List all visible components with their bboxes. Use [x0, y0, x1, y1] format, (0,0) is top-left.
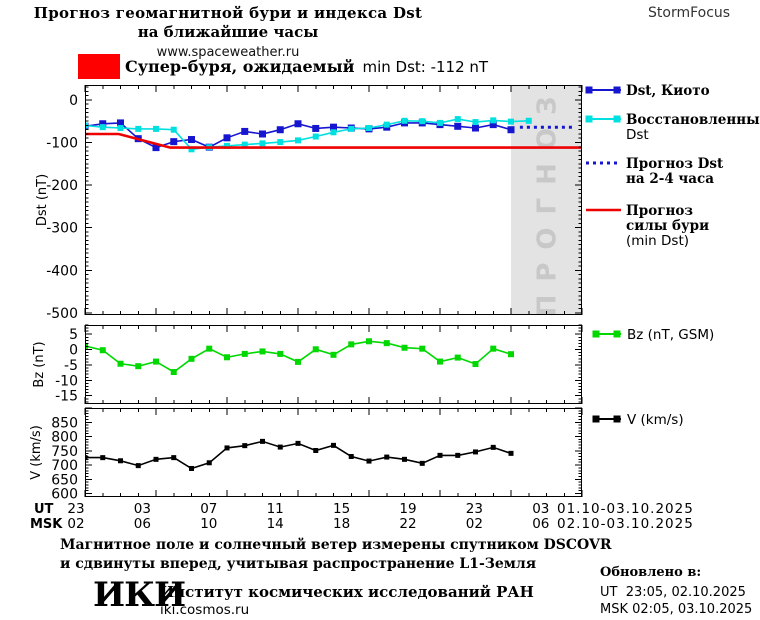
msk-row-label: MSK: [30, 517, 63, 532]
ut-row-label: UT: [34, 502, 54, 517]
ut-hour-label: 19: [399, 501, 416, 517]
updated-msk: MSK 02:05, 03.10.2025: [600, 602, 753, 617]
legend-label: силы бури: [626, 218, 709, 234]
institute-name: Институт космических исследований РАН: [160, 583, 534, 601]
msk-date-range: 02.10-03.10.2025: [557, 516, 694, 532]
updated-label: Обновлено в:: [600, 565, 702, 580]
legend-label: Dst, Киото: [626, 83, 710, 99]
legend-label: (min Dst): [626, 233, 689, 249]
ut-hour-label: 15: [333, 501, 350, 517]
dst-chart-panel: ПРОГНОЗ 0 -100 -200 -300 -400 -500 Dst (nT): [35, 84, 583, 322]
legend-label: V (km/s): [627, 412, 684, 428]
website-text: www.spaceweather.ru: [156, 45, 300, 60]
dst-ytick-label: -300: [46, 221, 78, 237]
legend-label: на 2-4 часа: [626, 171, 714, 187]
bz-ytick-label: -15: [55, 389, 78, 405]
iki-logo: ИКИ: [93, 575, 186, 615]
legend-label: Прогноз Dst: [626, 156, 724, 172]
v-ytick-label: 700: [51, 458, 78, 474]
dst-ytick-label: -100: [46, 136, 78, 152]
bz-chart-panel: 50-5-10-15 Bz (nT): [32, 324, 583, 405]
msk-hour-label: 22: [399, 516, 416, 532]
legend-label: Bz (nT, GSM): [627, 327, 714, 343]
msk-hour-label: 06: [532, 516, 549, 532]
forecast-region: [511, 86, 581, 314]
storm-alert-banner: Супер-буря, ожидаемый min Dst: -112 nT: [78, 53, 488, 80]
msk-hour-label: 06: [134, 516, 151, 532]
bz-axis-label: Bz (nT): [32, 341, 47, 387]
dst-ytick-label: -200: [46, 178, 78, 194]
v-ytick-label: 600: [51, 487, 78, 503]
footnote-line2: и сдвинуты вперед, учитывая распростране…: [60, 556, 537, 572]
bz-ytick-label: 5: [69, 327, 78, 343]
msk-hour-label: 02: [466, 516, 483, 532]
forecast-watermark: ПРОГНОЗ: [533, 84, 563, 317]
ut-date-range: 01.10-03.10.2025: [557, 501, 694, 517]
dst-ytick-label: -500: [46, 306, 78, 322]
storm-level-swatch: [78, 54, 120, 79]
v-ytick-label: 850: [51, 415, 78, 431]
bz-ytick-label: -5: [64, 358, 78, 374]
msk-hour-label: 14: [267, 516, 284, 532]
ut-hour-label: 07: [200, 501, 217, 517]
legend-entry-bz-0: Bz (nT, GSM): [592, 327, 714, 343]
footnote-line1: Магнитное поле и солнечный ветер измерен…: [60, 537, 612, 553]
brand-label: StormFocus: [648, 5, 731, 21]
legend-label: Восстановленный: [626, 112, 760, 128]
ut-hour-label: 03: [134, 501, 151, 517]
msk-hour-label: 02: [67, 516, 84, 532]
msk-hour-label: 18: [333, 516, 350, 532]
dst-ytick-label: 0: [69, 93, 78, 109]
ut-hour-label: 23: [67, 501, 84, 517]
v-axis-label: V (km/s): [29, 425, 44, 480]
msk-hour-label: 10: [200, 516, 217, 532]
page-subtitle: на ближайшие часы: [137, 23, 319, 41]
storm-alert-text: Супер-буря, ожидаемый: [125, 57, 355, 76]
dst-ytick-label: -400: [46, 263, 78, 279]
legend-entry-v-0: V (km/s): [592, 412, 684, 428]
updated-ut: UT 23:05, 02.10.2025: [600, 585, 746, 600]
legend-entry-dst-0: Dst, Киото: [585, 83, 710, 99]
page-title: Прогноз геомагнитной бури и индекса Dst: [33, 4, 423, 22]
storm-alert-value: min Dst: -112 nT: [362, 57, 489, 76]
v-ytick-label: 750: [51, 444, 78, 460]
series-bz: [85, 340, 512, 373]
institute-site: iki.cosmos.ru: [160, 602, 250, 618]
ut-hour-label: 11: [267, 501, 284, 517]
bz-ytick-label: 0: [69, 343, 78, 359]
series-storm-min-forecast: [85, 132, 582, 149]
v-ytick-label: 650: [51, 472, 78, 488]
bz-ytick-label: -10: [55, 373, 78, 389]
title-block: Прогноз геомагнитной бури и индекса Dst …: [0, 4, 456, 60]
ut-hour-label: 03: [532, 501, 549, 517]
legend-label: Прогноз: [626, 203, 693, 219]
v-ytick-label: 800: [51, 430, 78, 446]
legend-label: Dst: [626, 127, 649, 143]
ut-hour-label: 23: [466, 501, 483, 517]
dst-frame: [85, 85, 582, 315]
dst-axis-label: Dst (nT): [35, 174, 50, 226]
